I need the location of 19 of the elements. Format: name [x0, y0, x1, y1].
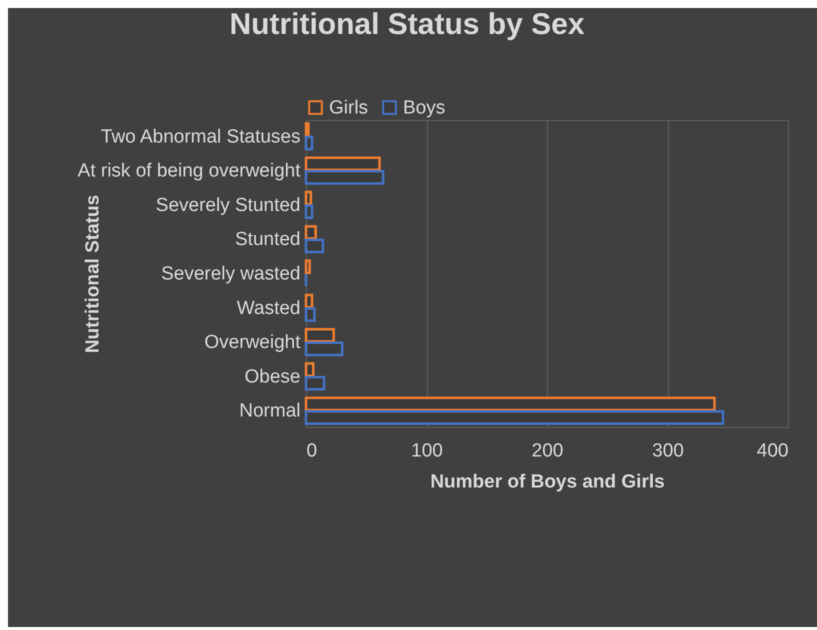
- y-axis-title: Nutritional Status: [82, 194, 104, 354]
- y-tick-label: Wasted: [236, 298, 300, 319]
- y-tick-label: Overweight: [204, 332, 302, 354]
- x-tick-label: 400: [756, 440, 788, 462]
- y-tick-label: Stunted: [235, 229, 300, 250]
- y-tick-label: Severely Stunted: [156, 194, 300, 216]
- x-tick-label: 100: [411, 440, 443, 462]
- y-tick-label: Normal: [239, 400, 300, 422]
- x-axis-title: Number of Boys and Girls: [430, 472, 665, 492]
- chart-title: Nutritional Status by Sex: [229, 8, 585, 41]
- y-tick-label: At risk of being overweight: [78, 160, 302, 182]
- y-tick-label: Severely wasted: [161, 264, 300, 284]
- x-tick-label: 0: [306, 440, 318, 462]
- legend-label: Boys: [403, 98, 446, 119]
- y-tick-label: Two Abnormal Statuses: [100, 126, 300, 148]
- x-tick-label: 300: [652, 440, 684, 462]
- legend-label: Girls: [329, 98, 368, 119]
- y-tick-label: Obese: [244, 366, 300, 388]
- x-tick-label: 200: [532, 440, 564, 462]
